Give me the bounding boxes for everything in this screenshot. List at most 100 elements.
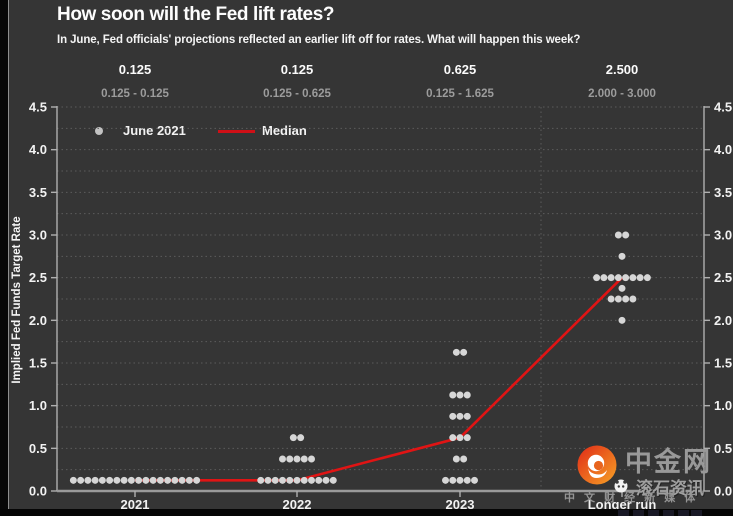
cropped-watermark-glyph	[678, 510, 689, 516]
range-values-row: 0.125 - 0.125 0.125 - 0.625 0.125 - 1.625 2…	[0, 88, 733, 104]
chart-legend: June 2021 Median	[0, 122, 400, 140]
projection-dot	[456, 412, 464, 420]
projection-dot	[614, 274, 622, 282]
projection-dot	[449, 434, 457, 442]
cropped-watermark-glyph	[618, 510, 629, 516]
projection-dot	[257, 476, 265, 484]
watermark-news-badge: 滚石资讯	[636, 479, 704, 498]
projection-dot	[460, 455, 468, 463]
median-value: 0.125	[118, 62, 152, 77]
legend-median-line-icon	[218, 130, 255, 133]
projection-dot	[300, 476, 308, 484]
y-tick-label-right: 3.0	[714, 228, 732, 243]
projection-dot	[449, 391, 457, 399]
projection-dot	[193, 476, 201, 484]
projection-dot	[614, 231, 622, 239]
watermark-tagline: 中 文 财 经 新 媒 体	[564, 492, 699, 504]
page-subtitle: In June, Fed officials' projections refl…	[57, 34, 581, 46]
y-tick-label-left: 3.0	[29, 228, 47, 243]
projection-dot	[308, 476, 315, 484]
projection-dot	[449, 476, 457, 484]
x-category-label: 2023	[446, 497, 475, 512]
bottom-border-strip	[0, 509, 733, 516]
projection-dot	[289, 434, 297, 442]
cngold-logo-icon	[577, 445, 617, 485]
projection-dot	[622, 295, 630, 303]
projection-dot	[91, 476, 99, 484]
projection-dot	[643, 274, 651, 282]
median-values-row: 0.125 0.125 0.625 2.500	[0, 62, 733, 78]
projection-dot	[271, 476, 279, 484]
x-category-label: 2022	[283, 497, 312, 512]
y-tick-label-left: 0.0	[29, 484, 47, 499]
projection-dot	[77, 476, 85, 484]
projection-dot	[618, 284, 626, 292]
projection-dot	[622, 231, 630, 239]
projection-dot	[456, 434, 464, 442]
projection-dot	[315, 476, 323, 484]
projection-dot	[293, 455, 301, 463]
y-tick-label-right: 0.5	[714, 441, 732, 456]
range-value: 2.000 - 3.000	[588, 88, 656, 100]
projection-dot	[463, 412, 471, 420]
projection-dot	[329, 476, 337, 484]
projection-dot	[629, 274, 637, 282]
projection-dot	[614, 295, 622, 303]
x-category-label: 2021	[121, 497, 150, 512]
y-tick-label-right: 4.0	[714, 142, 732, 157]
y-tick-label-left: 1.5	[29, 356, 47, 371]
projection-dot	[84, 476, 92, 484]
projection-dot	[622, 274, 630, 282]
projection-dot	[471, 476, 478, 484]
projection-dot	[618, 316, 626, 324]
y-tick-label-right: 4.5	[714, 100, 732, 115]
median-line	[135, 276, 623, 482]
range-value: 0.125 - 1.625	[426, 88, 494, 100]
projection-dot	[293, 476, 301, 484]
projection-dot	[442, 476, 449, 484]
projection-dot	[286, 476, 294, 484]
x-category-label: Longer run	[588, 497, 657, 512]
projection-dot	[607, 295, 615, 303]
y-tick-label-right: 2.0	[714, 313, 732, 328]
projection-dot	[300, 455, 308, 463]
y-tick-label-left: 2.5	[29, 270, 47, 285]
projection-dot	[164, 476, 172, 484]
median-value: 0.125	[280, 62, 314, 77]
projection-dot	[463, 476, 471, 484]
y-tick-label-right: 0.0	[714, 484, 732, 499]
projection-dot	[460, 348, 468, 356]
projection-dot	[456, 391, 464, 399]
left-border-strip	[0, 0, 9, 516]
median-value: 2.500	[605, 62, 639, 77]
cropped-watermark-glyph	[648, 510, 659, 516]
projection-dot	[120, 476, 128, 484]
projection-dot	[607, 274, 615, 282]
projection-dot	[98, 476, 106, 484]
y-tick-label-left: 3.5	[29, 185, 47, 200]
projection-dot	[171, 476, 179, 484]
y-tick-label-right: 3.5	[714, 185, 732, 200]
y-tick-label-left: 4.5	[29, 100, 47, 115]
projection-dot	[463, 391, 471, 399]
cropped-watermark-glyph	[691, 510, 702, 516]
cropped-watermark-glyph	[633, 510, 644, 516]
projection-dot	[456, 476, 464, 484]
projection-dot	[593, 274, 601, 282]
projection-dot	[322, 476, 330, 484]
y-tick-label-left: 1.0	[29, 398, 47, 413]
cropped-watermark-glyph	[663, 510, 674, 516]
page-title: How soon will the Fed lift rates?	[57, 4, 335, 25]
projection-dot	[449, 412, 457, 420]
median-value: 0.625	[443, 62, 477, 77]
projection-dot	[113, 476, 121, 484]
projection-dot	[127, 476, 135, 484]
y-tick-label-right: 2.5	[714, 270, 732, 285]
projection-dot	[286, 455, 294, 463]
mascot-icon	[614, 479, 628, 493]
y-tick-label-right: 1.5	[714, 356, 732, 371]
projection-dot	[264, 476, 272, 484]
projection-dot	[279, 476, 286, 484]
legend-dot-marker-icon	[95, 127, 103, 135]
